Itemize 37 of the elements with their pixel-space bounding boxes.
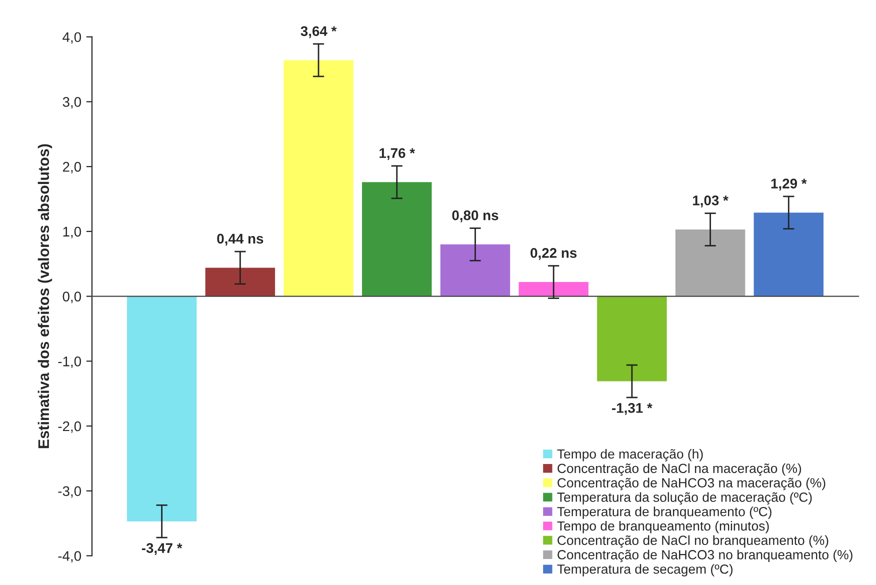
data-label: 0,22 ns [530,248,577,260]
legend-label: Temperatura da solução de maceração (ºC) [557,492,812,505]
y-tick-label: -4,0 [58,551,82,563]
data-label: -1,31 * [612,403,652,415]
bar [362,182,432,296]
bar [284,60,354,296]
data-label: 3,64 * [300,26,337,38]
legend-label: Concentração de NaHCO3 no branqueamento (%) [558,550,852,562]
data-label: 0,80 ns [452,210,498,222]
legend-label: Temperatura de secagem (ºC) [557,564,733,576]
data-label: -3,47 * [142,543,182,555]
bar [205,268,276,296]
data-label: 1,03 * [693,196,728,208]
bar [754,212,824,296]
data-label: 1,76 * [380,148,416,160]
bar [597,296,667,382]
data-label: 1,29 * [771,178,807,190]
bar [440,244,510,296]
y-tick-label: 3,0 [62,97,82,109]
data-label: 0,44 ns [217,234,264,246]
bar [518,282,588,296]
y-tick-label: 0,0 [62,292,82,304]
y-tick-label: -1,0 [58,356,82,368]
legend-label: Concentração de NaCl no branqueamento (%) [558,535,828,548]
legend-label: Temperatura de branqueamento (ºC) [557,506,772,519]
y-axis-title: Estimativa dos efeitos (valores absolutos) [38,144,52,448]
bar [126,296,197,522]
y-tick-label: 1,0 [63,226,82,238]
bar [675,229,746,296]
legend-label: Tempo de maceração (h) [557,448,703,462]
y-tick-label: 2,0 [62,162,82,174]
legend-label: Tempo de branqueamento (minutos) [557,520,769,534]
y-tick-label: -3,0 [58,486,82,498]
y-tick-label: 4,0 [62,32,82,44]
legend-label: Concentração de NaHCO3 na maceração (%) [558,478,826,490]
y-tick-label: -2,0 [58,421,82,433]
legend-label: Concentração de NaCl na maceração (%) [558,463,802,476]
